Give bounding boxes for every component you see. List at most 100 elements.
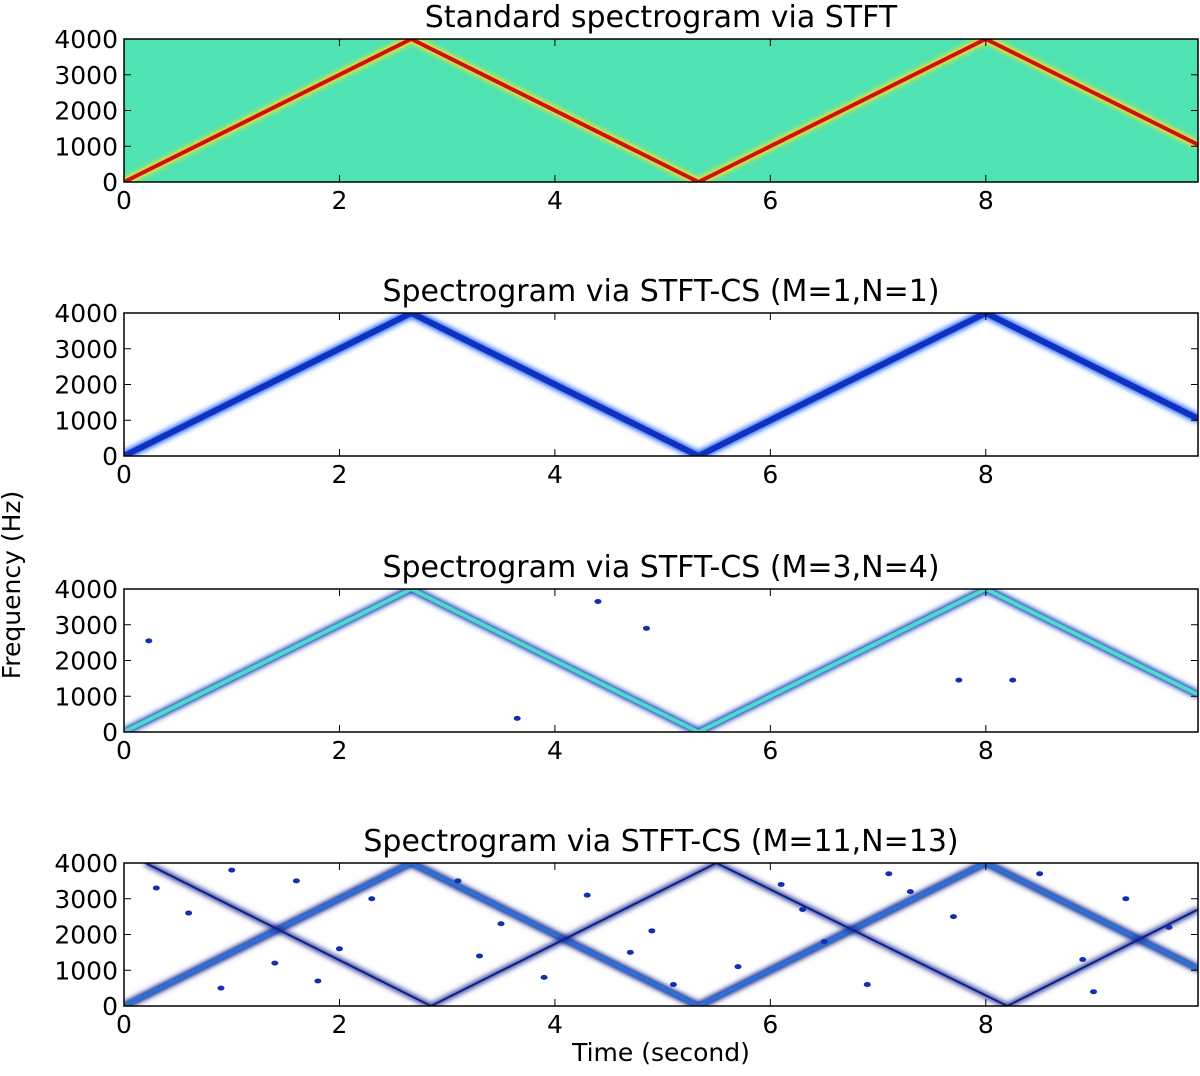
- spectral-line: [124, 589, 1198, 732]
- spectral-point: [648, 928, 656, 934]
- spectral-point: [820, 939, 828, 945]
- spectral-point: [642, 625, 650, 631]
- y-tick-label: 1000: [54, 956, 118, 985]
- x-tick-label: 0: [116, 460, 132, 489]
- spectral-point: [145, 638, 153, 644]
- x-tick-label: 2: [331, 460, 347, 489]
- spectral-point: [314, 978, 322, 984]
- x-tick-label: 8: [978, 186, 994, 215]
- x-tick-label: 6: [762, 460, 778, 489]
- plot-background: [124, 39, 1198, 182]
- y-tick-label: 1000: [54, 406, 118, 435]
- y-tick-label: 1000: [54, 682, 118, 711]
- spectral-point: [475, 953, 483, 959]
- y-tick-label: 2000: [54, 647, 118, 676]
- x-tick-label: 8: [978, 736, 994, 765]
- x-tick-label: 2: [331, 1010, 347, 1039]
- x-axis-label: Time (second): [571, 1038, 750, 1067]
- spectral-point: [228, 867, 236, 873]
- spectral-point: [669, 982, 677, 988]
- spectral-point: [799, 906, 807, 912]
- spectral-point: [217, 985, 225, 991]
- plot-area: [124, 589, 1198, 732]
- y-tick-label: 2000: [54, 921, 118, 950]
- spectral-point: [885, 871, 893, 877]
- y-tick-label: 4000: [54, 575, 118, 604]
- y-tick-label: 4000: [54, 25, 118, 54]
- spectral-point: [1079, 957, 1087, 963]
- spectral-point: [152, 885, 160, 891]
- y-tick-label: 0: [102, 992, 118, 1021]
- spectral-point: [583, 892, 591, 898]
- plot-area: [124, 39, 1198, 182]
- spectral-line: [124, 313, 1198, 456]
- spectral-point: [368, 896, 376, 902]
- spectral-point: [1036, 871, 1044, 877]
- x-tick-label: 6: [762, 1010, 778, 1039]
- y-tick-label: 3000: [54, 611, 118, 640]
- x-tick-label: 0: [116, 186, 132, 215]
- chart-title: Spectrogram via STFT-CS (M=11,N=13): [363, 824, 958, 859]
- x-tick-label: 4: [547, 736, 563, 765]
- spectral-point: [454, 878, 462, 884]
- spectral-point: [734, 964, 742, 970]
- x-tick-label: 6: [762, 186, 778, 215]
- plot-background: [124, 313, 1198, 456]
- spectral-point: [292, 878, 300, 884]
- y-tick-label: 4000: [54, 299, 118, 328]
- y-tick-label: 0: [102, 168, 118, 197]
- x-tick-label: 4: [547, 460, 563, 489]
- spectral-point: [513, 715, 521, 721]
- y-tick-label: 4000: [54, 849, 118, 878]
- x-tick-label: 6: [762, 736, 778, 765]
- x-tick-label: 2: [331, 186, 347, 215]
- y-tick-label: 0: [102, 718, 118, 747]
- plot-area: [124, 863, 1198, 1006]
- panel: Spectrogram via STFT-CS (M=11,N=13) 0 1000…: [54, 824, 1199, 1067]
- spectral-point: [540, 974, 548, 980]
- spectral-point: [1090, 989, 1098, 995]
- y-tick-label: 1000: [54, 132, 118, 161]
- spectral-point: [497, 921, 505, 927]
- spectral-point: [1122, 896, 1130, 902]
- spectral-point: [335, 946, 343, 952]
- plot-area: [124, 313, 1198, 456]
- spectral-point: [185, 910, 193, 916]
- spectral-point: [906, 889, 914, 895]
- y-tick-label: 3000: [54, 335, 118, 364]
- spectral-line: [124, 39, 1198, 182]
- spectral-point: [594, 599, 602, 605]
- spectral-point: [863, 982, 871, 988]
- spectral-point: [955, 677, 963, 683]
- spectral-point: [271, 960, 279, 966]
- panel: Standard spectrogram via STFT 0 1000 2000 30…: [54, 0, 1199, 215]
- y-tick-label: 3000: [54, 885, 118, 914]
- chart-title: Standard spectrogram via STFT: [425, 0, 898, 35]
- x-tick-label: 4: [547, 186, 563, 215]
- panel: Spectrogram via STFT-CS (M=1,N=1)0100020…: [54, 274, 1199, 489]
- y-tick-label: 2000: [54, 97, 118, 126]
- plot-background: [124, 863, 1198, 1006]
- spectral-point: [949, 914, 957, 920]
- spectral-line: [124, 863, 1198, 1006]
- spectral-point: [777, 881, 785, 887]
- y-axis-label: Frequency (Hz): [0, 491, 26, 680]
- x-tick-label: 8: [978, 1010, 994, 1039]
- y-tick-label: 3000: [54, 61, 118, 90]
- spectral-point: [1009, 677, 1017, 683]
- spectral-line: [145, 863, 1198, 1006]
- spectral-point: [1165, 924, 1173, 930]
- panel: Spectrogram via STFT-CS (M=3,N=4)0100020…: [54, 550, 1199, 765]
- x-tick-label: 0: [116, 736, 132, 765]
- y-tick-label: 0: [102, 442, 118, 471]
- y-tick-label: 2000: [54, 371, 118, 400]
- chart-title: Spectrogram via STFT-CS (M=1,N=1): [382, 274, 939, 309]
- x-tick-label: 4: [547, 1010, 563, 1039]
- spectral-point: [626, 949, 634, 955]
- x-tick-label: 2: [331, 736, 347, 765]
- x-tick-label: 8: [978, 460, 994, 489]
- x-tick-label: 0: [116, 1010, 132, 1039]
- plot-background: [124, 589, 1198, 732]
- chart-title: Spectrogram via STFT-CS (M=3,N=4): [382, 550, 939, 585]
